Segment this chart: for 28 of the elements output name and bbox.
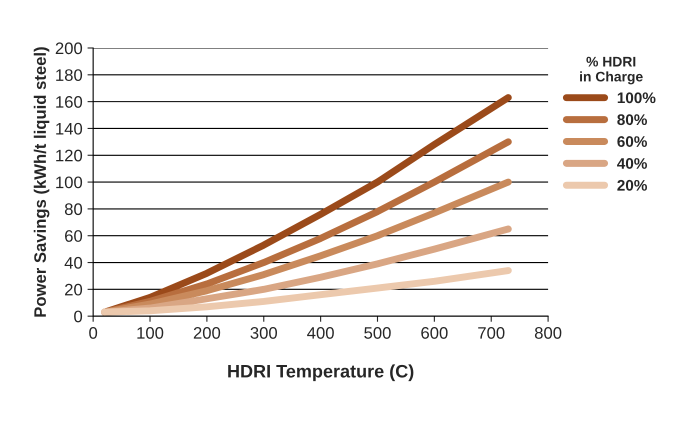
x-tick-label: 700 (478, 327, 504, 339)
x-tick-label: 200 (194, 327, 220, 339)
x-tick-label: 0 (89, 327, 98, 339)
y-tick-label: 100 (56, 176, 82, 188)
legend-label: 40% (617, 158, 647, 169)
legend-label: 20% (617, 180, 647, 191)
y-tick-label: 180 (56, 69, 82, 82)
x-tick-label: 600 (421, 327, 448, 339)
x-tick-label: 800 (534, 327, 562, 339)
y-axis-title: Power Savings (kWh/t liquid steel) (34, 47, 50, 317)
y-tick-label: 40 (64, 256, 82, 269)
x-tick-label: 100 (137, 327, 164, 339)
legend-label: 80% (617, 114, 647, 126)
y-tick-label: 120 (56, 150, 82, 162)
x-tick-label: 400 (307, 327, 334, 339)
y-tick-label: 60 (65, 230, 82, 242)
x-tick-label: 300 (250, 327, 278, 339)
legend-label: 100% (618, 92, 656, 104)
y-tick-label: 200 (56, 42, 82, 54)
y-tick-label: 160 (56, 96, 82, 108)
legend-label: 60% (617, 136, 647, 147)
x-axis-title: HDRI Temperature (C) (228, 364, 414, 382)
y-tick-label: 80 (64, 203, 82, 216)
legend-title: % HDRI in Charge (580, 56, 643, 84)
y-tick-label: 0 (74, 310, 82, 322)
y-tick-label: 20 (65, 284, 82, 296)
x-tick-label: 500 (364, 327, 391, 339)
y-tick-label: 140 (56, 122, 82, 135)
